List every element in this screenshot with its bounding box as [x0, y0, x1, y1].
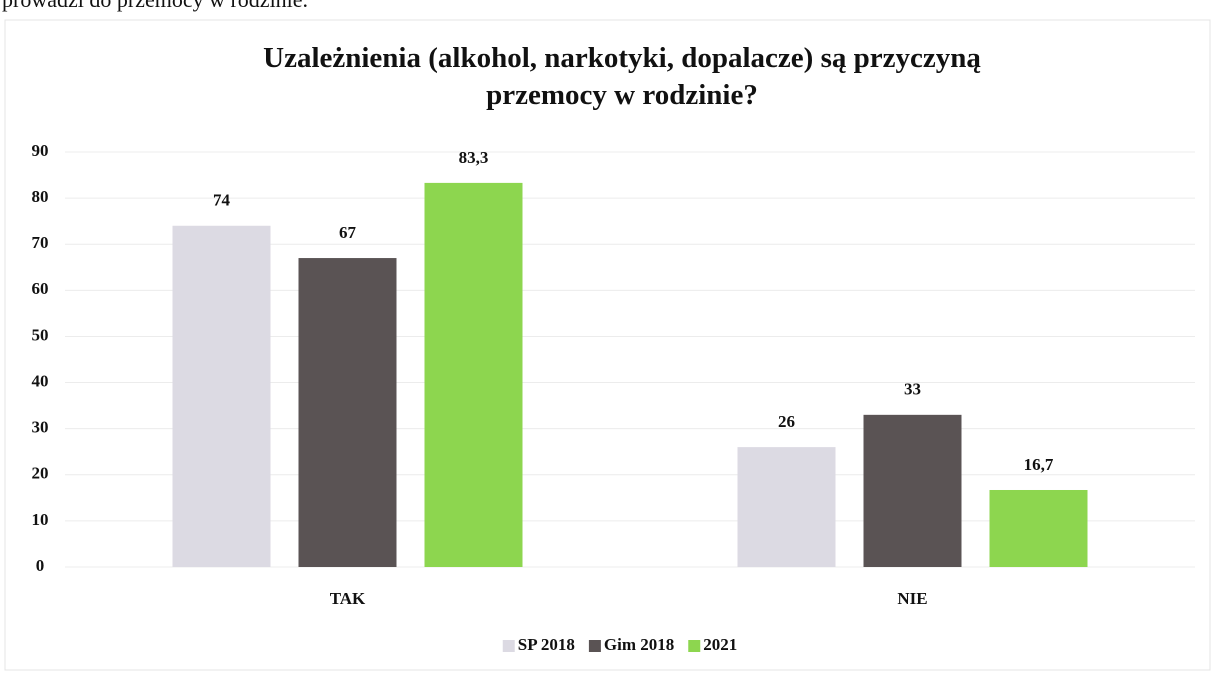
y-tick-label: 80 — [32, 187, 49, 206]
bar — [737, 447, 836, 567]
y-tick-label: 70 — [32, 233, 49, 252]
y-tick-label: 60 — [32, 279, 49, 298]
data-label: 33 — [904, 380, 921, 399]
chart-title: Uzależnienia (alkohol, narkotyki, dopala… — [263, 42, 981, 111]
y-tick-label: 10 — [32, 510, 49, 529]
bar — [424, 182, 523, 567]
legend-swatch — [588, 640, 601, 652]
x-tick-label: NIE — [897, 589, 927, 608]
data-label: 83,3 — [459, 148, 489, 167]
bar — [298, 258, 397, 567]
legend: SP 2018 Gim 2018 2021 — [502, 635, 737, 654]
data-label: 67 — [339, 223, 357, 242]
y-tick-label: 20 — [32, 464, 49, 483]
legend-swatch — [502, 640, 515, 652]
y-tick-label: 40 — [32, 371, 49, 390]
bar — [989, 489, 1088, 567]
legend-label: Gim 2018 — [604, 635, 674, 654]
y-tick-label: 50 — [32, 325, 49, 344]
data-label: 16,7 — [1024, 455, 1054, 474]
caption: prowadzi do przemocy w rodzinie. — [2, 0, 308, 12]
legend-label: SP 2018 — [518, 635, 575, 654]
legend-swatch — [688, 640, 701, 652]
y-tick-label: 90 — [32, 141, 49, 160]
data-label: 26 — [778, 412, 795, 431]
bar — [172, 225, 271, 567]
y-tick-label: 30 — [32, 418, 49, 437]
chart-frame — [4, 19, 1211, 671]
x-tick-label: TAK — [330, 589, 366, 608]
bar — [863, 414, 962, 567]
y-tick-label: 0 — [36, 556, 45, 575]
data-label: 74 — [213, 191, 231, 210]
legend-label: 2021 — [703, 635, 737, 654]
